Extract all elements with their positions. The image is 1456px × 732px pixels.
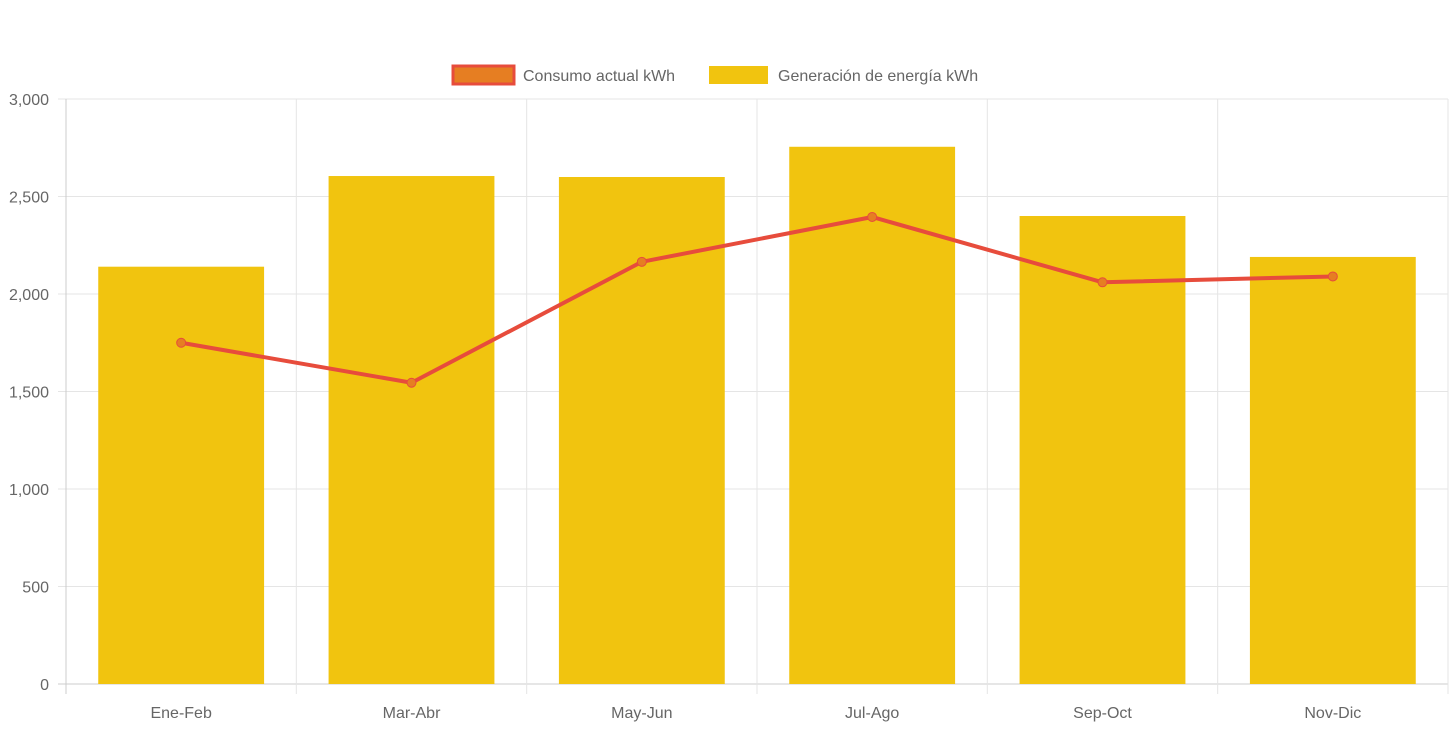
bar-sep-oct [1019, 216, 1186, 684]
consumo-point-mar-abr [406, 377, 417, 388]
legend-swatch-consumo [451, 64, 516, 86]
y-tick-label: 2,500 [9, 190, 49, 207]
bar-nov-dic [1249, 256, 1416, 684]
legend-label-consumo: Consumo actual kWh [523, 68, 675, 85]
bar-may-jun [558, 177, 725, 684]
y-tick-label: 3,000 [9, 92, 49, 109]
bar-mar-abr [328, 176, 495, 684]
legend-item-generacion[interactable]: Generación de energía kWh [709, 66, 978, 85]
legend-label-generacion: Generación de energía kWh [778, 68, 978, 85]
x-tick-label: Sep-Oct [1073, 705, 1132, 722]
y-tick-label: 1,500 [9, 385, 49, 402]
consumo-point-ene-feb [176, 337, 187, 348]
consumo-point-may-jun [636, 256, 647, 267]
x-tick-label: Jul-Ago [845, 705, 899, 722]
consumo-point-nov-dic [1327, 271, 1338, 282]
consumo-line [180, 214, 1333, 385]
x-tick-label: May-Jun [611, 705, 672, 722]
x-tick-label: Ene-Feb [150, 705, 211, 722]
bar-ene-feb [98, 266, 265, 684]
legend: Consumo actual kWh Generación de energía… [451, 64, 978, 86]
y-tick-label: 2,000 [9, 287, 49, 304]
consumo-point-jul-ago [867, 211, 878, 222]
legend-item-consumo[interactable]: Consumo actual kWh [451, 64, 675, 86]
bar-jul-ago [789, 146, 956, 684]
x-tick-label: Mar-Abr [383, 705, 441, 722]
consumo-point-sep-oct [1097, 277, 1108, 288]
x-tick-label: Nov-Dic [1304, 705, 1361, 722]
y-tick-label: 1,000 [9, 482, 49, 499]
y-tick-label: 500 [22, 580, 49, 597]
legend-swatch-generacion [709, 66, 768, 84]
y-tick-label: 0 [40, 677, 49, 694]
